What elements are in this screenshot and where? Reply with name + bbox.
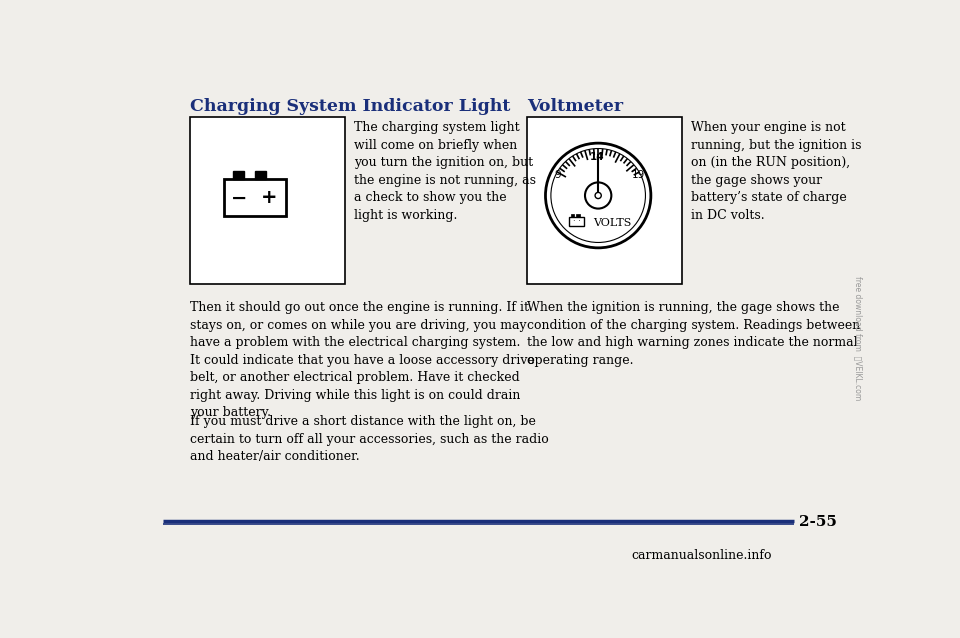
- Text: −: −: [231, 188, 248, 207]
- Bar: [527, 117, 682, 285]
- Text: Charging System Indicator Light: Charging System Indicator Light: [190, 98, 510, 115]
- Text: The charging system light
will come on briefly when
you turn the ignition on, bu: The charging system light will come on b…: [354, 121, 536, 222]
- Text: 14: 14: [590, 152, 605, 161]
- Bar: [190, 117, 345, 285]
- Text: VOLTS: VOLTS: [593, 218, 632, 228]
- Text: 19: 19: [632, 170, 645, 181]
- Bar: [576, 214, 580, 217]
- Bar: [254, 171, 266, 179]
- Text: Then it should go out once the engine is running. If it
stays on, or comes on wh: Then it should go out once the engine is…: [190, 301, 535, 419]
- Text: Voltmeter: Voltmeter: [527, 98, 623, 115]
- Text: 2-55: 2-55: [799, 515, 837, 529]
- Text: When the ignition is running, the gage shows the
condition of the charging syste: When the ignition is running, the gage s…: [527, 301, 860, 367]
- Text: free download from  ⓅVEIKL.com: free download from ⓅVEIKL.com: [853, 276, 862, 401]
- Text: 9: 9: [555, 170, 562, 181]
- Text: When your engine is not
running, but the ignition is
on (in the RUN position),
t: When your engine is not running, but the…: [691, 121, 862, 222]
- Text: carmanualsonline.info: carmanualsonline.info: [631, 549, 772, 562]
- Circle shape: [545, 143, 651, 248]
- Bar: [571, 214, 574, 217]
- Bar: [224, 179, 286, 216]
- Circle shape: [585, 182, 612, 209]
- Text: · ·: · ·: [572, 217, 581, 226]
- Bar: [568, 217, 585, 226]
- Text: +: +: [260, 188, 277, 207]
- Circle shape: [595, 193, 601, 198]
- Bar: [233, 171, 244, 179]
- Text: If you must drive a short distance with the light on, be
certain to turn off all: If you must drive a short distance with …: [190, 415, 548, 463]
